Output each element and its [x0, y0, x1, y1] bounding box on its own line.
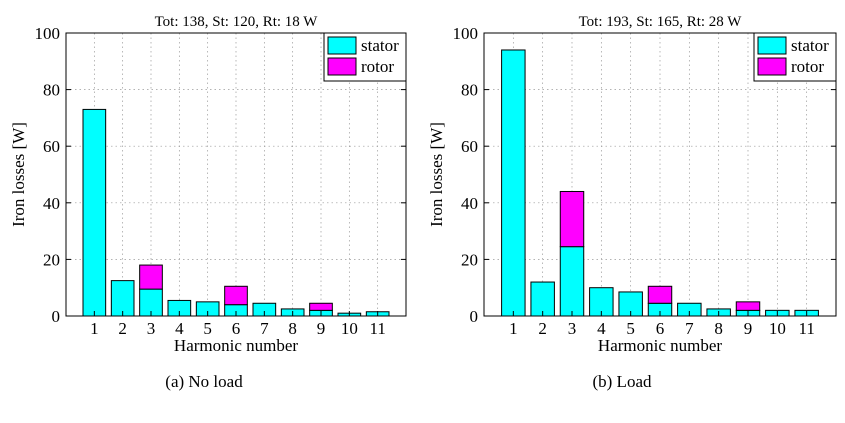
legend-swatch-stator	[327, 36, 357, 55]
y-tick-label: 100	[453, 24, 479, 43]
x-tick-label: 7	[685, 319, 694, 338]
x-tick-label: 1	[90, 319, 99, 338]
y-axis-label: Iron losses [W]	[9, 122, 28, 227]
x-tick-label: 6	[232, 319, 241, 338]
y-tick-label: 60	[43, 137, 60, 156]
x-tick-label: 10	[341, 319, 358, 338]
x-tick-label: 2	[538, 319, 547, 338]
bar-stator-3	[559, 246, 585, 317]
y-tick-label: 80	[43, 81, 60, 100]
legend-label-rotor: rotor	[791, 57, 824, 76]
x-tick-label: 6	[656, 319, 665, 338]
x-tick-label: 11	[369, 319, 385, 338]
bar-stator-2	[110, 280, 135, 317]
chart-panel-a: 0 20 40 60 80 100 1 2 3 4 5 6 7 8 9 10 11 Tot: 138, St: 1…	[9, 14, 407, 355]
x-tick-label: 4	[597, 319, 606, 338]
bar-rotor-6	[647, 285, 673, 304]
x-tick-label: 3	[147, 319, 156, 338]
bar-rotor-3	[559, 190, 585, 248]
bar-stator-1	[82, 108, 107, 317]
legend-swatch-rotor	[757, 57, 787, 76]
y-axis-label: Iron losses [W]	[427, 122, 446, 227]
legend: stator rotor	[753, 32, 837, 82]
bar-rotor-6	[224, 285, 248, 306]
bar-stator-2	[530, 281, 555, 317]
x-axis-label: Harmonic number	[598, 336, 722, 355]
x-tick-label: 1	[509, 319, 518, 338]
x-tick-label: 4	[175, 319, 184, 338]
bar-stator-1	[501, 49, 526, 317]
y-tick-label: 100	[35, 24, 61, 43]
x-tick-label: 2	[118, 319, 127, 338]
x-tick-label: 8	[714, 319, 723, 338]
x-tick-label: 3	[568, 319, 577, 338]
legend-swatch-stator	[757, 36, 787, 55]
y-tick-label: 20	[43, 250, 60, 269]
x-tick-label: 9	[317, 319, 326, 338]
caption-a: (a) No load	[165, 372, 243, 391]
legend-label-rotor: rotor	[361, 57, 394, 76]
x-tick-label: 8	[288, 319, 297, 338]
y-tick-label: 40	[43, 194, 60, 213]
x-tick-label: 5	[626, 319, 635, 338]
y-tick-label: 0	[470, 307, 479, 326]
legend-label-stator: stator	[791, 36, 829, 55]
chart-title: Tot: 138, St: 120, Rt: 18 W	[155, 14, 319, 30]
x-tick-label: 11	[798, 319, 814, 338]
y-tick-label: 80	[461, 81, 478, 100]
y-tick-label: 60	[461, 137, 478, 156]
x-tick-label: 7	[260, 319, 269, 338]
x-axis-label: Harmonic number	[174, 336, 298, 355]
chart-panel-b: 0 20 40 60 80 100 1 2 3 4 5 6 7 8 9 10 11 Tot: 193, St: 1…	[427, 14, 837, 355]
x-tick-label: 9	[744, 319, 753, 338]
chart-title: Tot: 193, St: 165, Rt: 28 W	[579, 14, 743, 30]
x-tick-label: 10	[769, 319, 786, 338]
y-tick-label: 20	[461, 250, 478, 269]
legend-label-stator: stator	[361, 36, 399, 55]
bar-rotor-3	[139, 264, 163, 290]
x-tick-label: 5	[203, 319, 212, 338]
legend-swatch-rotor	[327, 57, 357, 76]
y-tick-label: 40	[461, 194, 478, 213]
y-tick-label: 0	[52, 307, 61, 326]
caption-b: (b) Load	[592, 372, 652, 391]
bar-rotor-9	[309, 302, 333, 311]
legend: stator rotor	[323, 32, 407, 82]
bar-rotor-9	[735, 301, 761, 311]
